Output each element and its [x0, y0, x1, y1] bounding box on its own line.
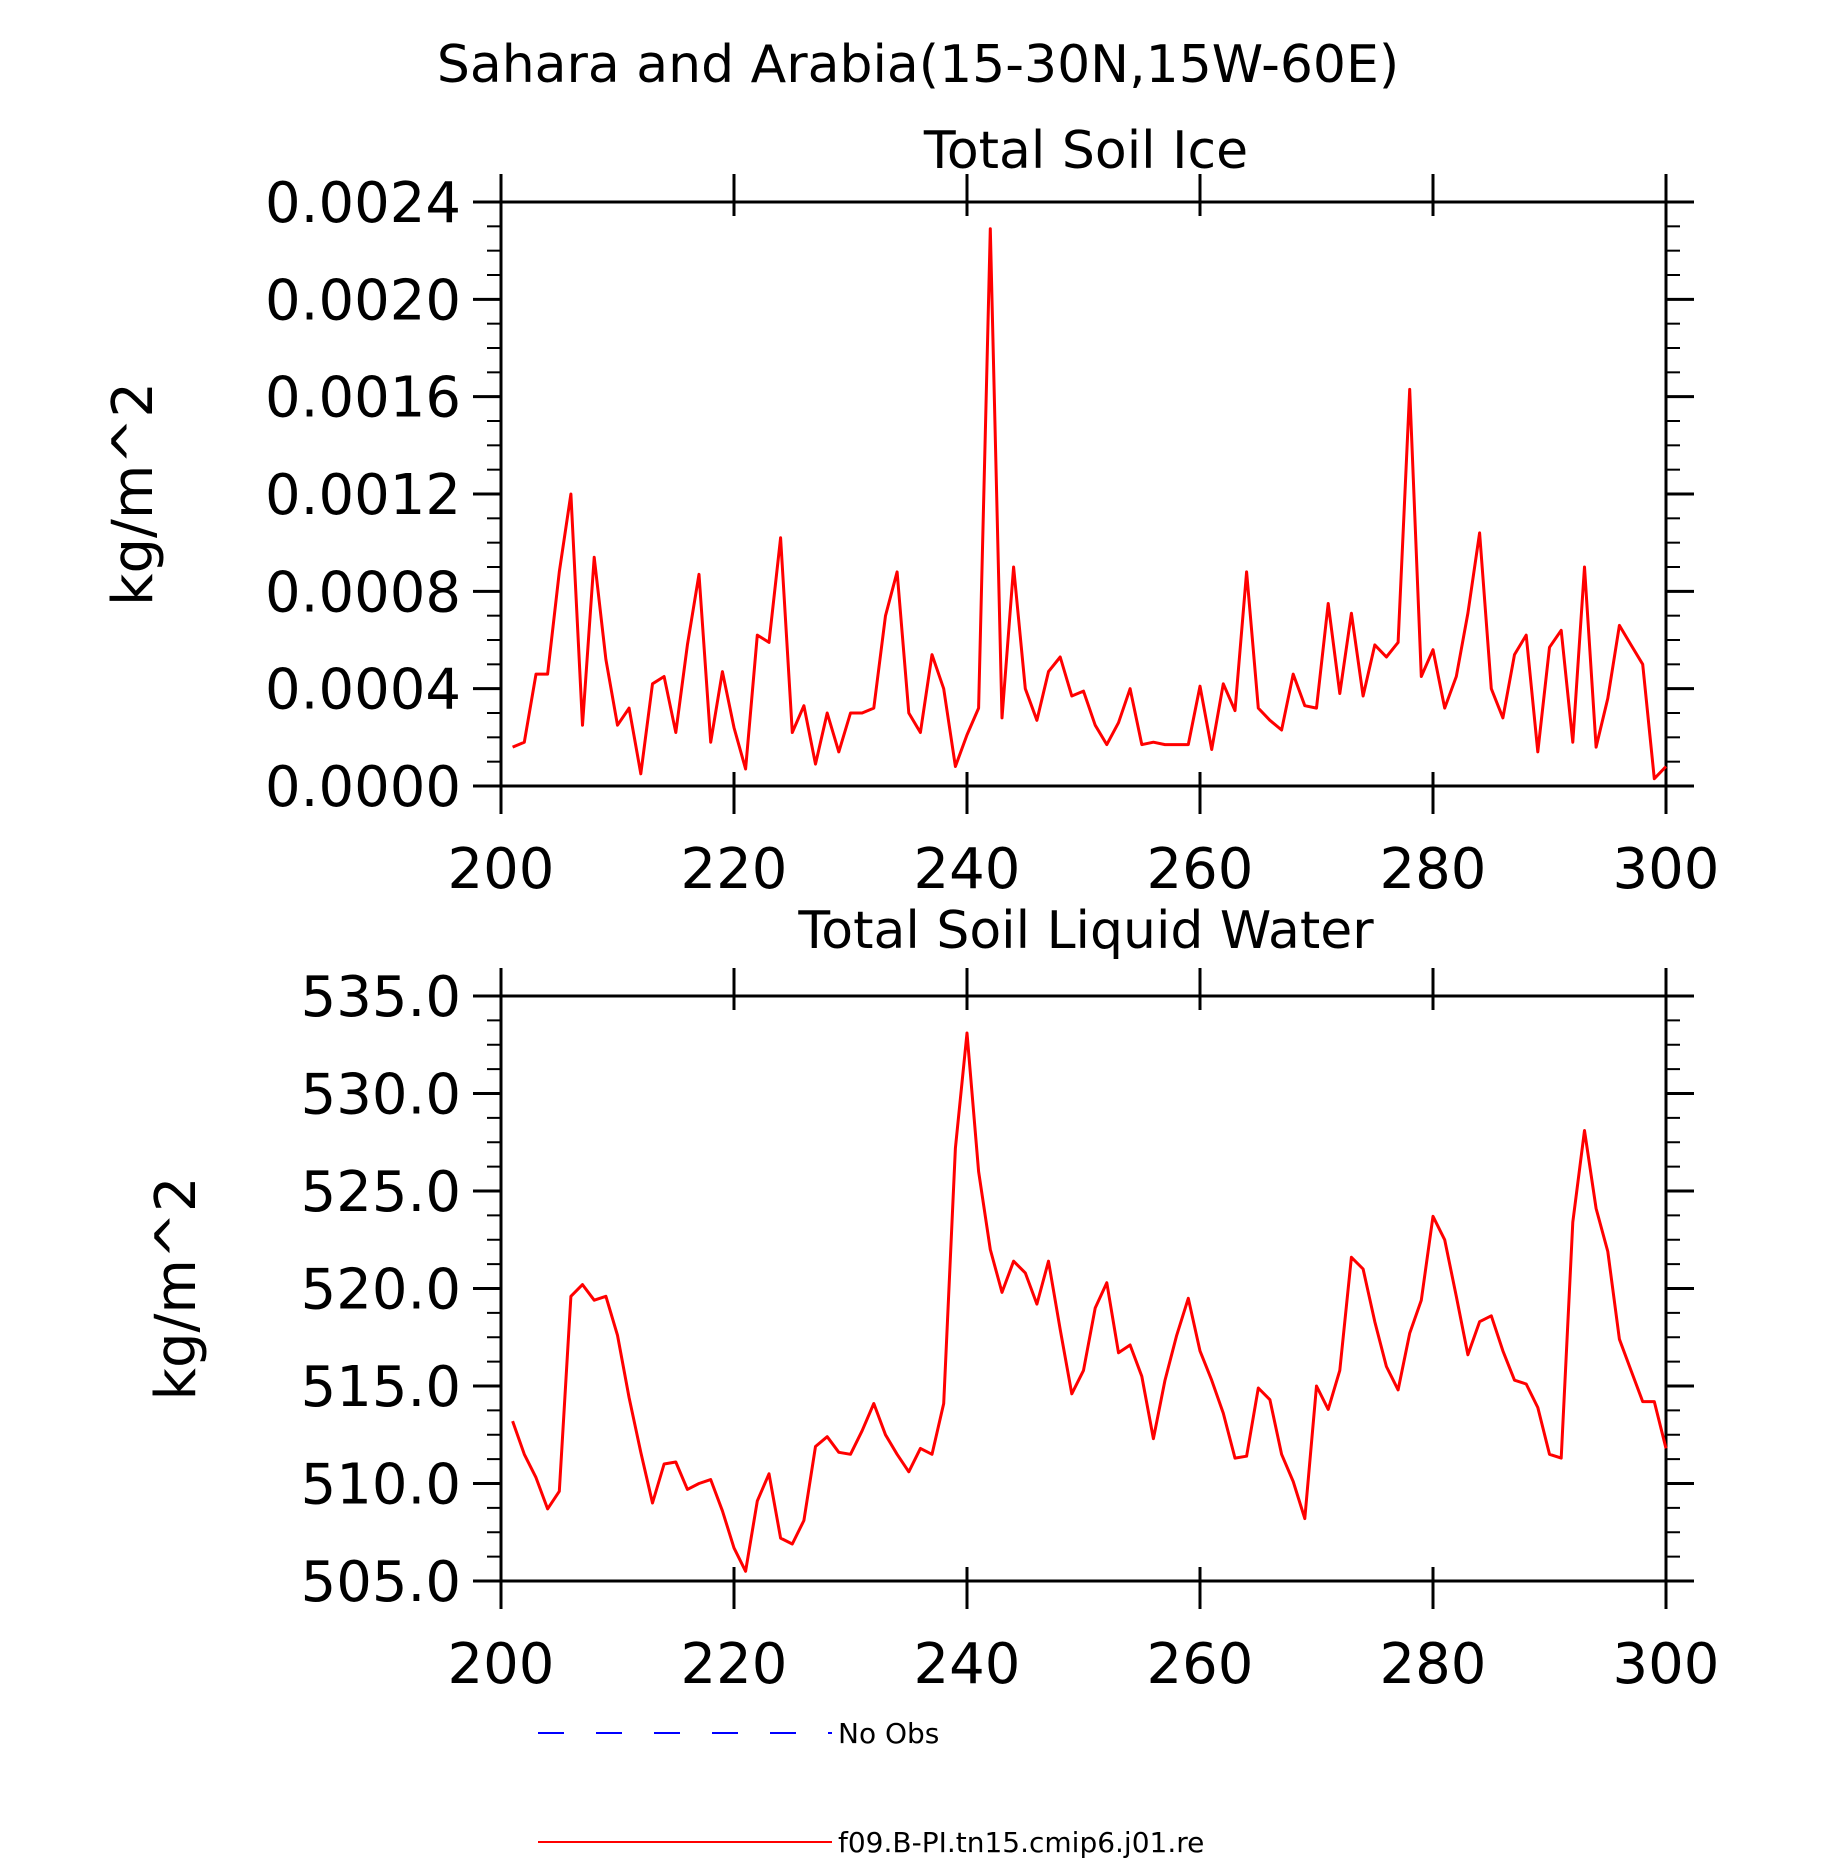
x-tick-label: 200: [448, 1632, 555, 1697]
plot-frame: [499, 994, 1668, 1583]
y-tick-label: 0.0020: [265, 268, 461, 333]
x-tick-label: 240: [914, 1632, 1021, 1697]
y-tick-label: 515.0: [301, 1355, 461, 1420]
x-tick-label: 300: [1613, 1632, 1720, 1697]
y-tick-label: 525.0: [301, 1160, 461, 1225]
y-axis-label: kg/m^2: [144, 1177, 209, 1401]
legend-label: f09.B-PI.tn15.cmip6.j01.re: [838, 1826, 1204, 1859]
x-tick-label: 300: [1613, 837, 1720, 902]
y-tick-label: 530.0: [301, 1063, 461, 1128]
series-line: [512, 227, 1668, 781]
plot-frame: [499, 200, 1668, 788]
panel-total-soil-ice: Total Soil Ice 200 220 240 260 280 300 0.0000 0.…: [101, 121, 1719, 902]
x-tick-label: 220: [681, 837, 788, 902]
panel-title: Total Soil Liquid Water: [797, 901, 1374, 961]
y-tick-label: 0.0012: [265, 463, 461, 528]
legend-label: No Obs: [838, 1717, 939, 1750]
y-tick-label: 0.0008: [265, 560, 461, 625]
y-tick-label: 0.0024: [265, 171, 461, 236]
panel-total-soil-liquid-water: Total Soil Liquid Water 200 220 240 260 280 30…: [144, 901, 1719, 1697]
y-tick-label: 505.0: [301, 1550, 461, 1615]
panel-title: Total Soil Ice: [923, 121, 1248, 181]
x-tick-label: 260: [1147, 837, 1254, 902]
y-tick-label: 0.0016: [265, 366, 461, 431]
y-tick-label: 520.0: [301, 1258, 461, 1323]
figure-title: Sahara and Arabia(15-30N,15W-60E): [437, 35, 1399, 95]
x-tick-label: 260: [1147, 1632, 1254, 1697]
y-axis-label: kg/m^2: [101, 382, 166, 606]
x-tick-label: 280: [1380, 837, 1487, 902]
legend: No Obs f09.B-PI.tn15.cmip6.j01.re: [538, 1717, 1204, 1859]
x-tick-label: 200: [448, 837, 555, 902]
y-tick-label: 535.0: [301, 965, 461, 1030]
x-tick-label: 220: [681, 1632, 788, 1697]
y-tick-label: 0.0004: [265, 658, 461, 723]
y-tick-label: 0.0000: [265, 755, 461, 820]
x-tick-label: 280: [1380, 1632, 1487, 1697]
y-tick-label: 510.0: [301, 1453, 461, 1518]
series-line: [511, 1031, 1668, 1573]
x-tick-label: 240: [914, 837, 1021, 902]
